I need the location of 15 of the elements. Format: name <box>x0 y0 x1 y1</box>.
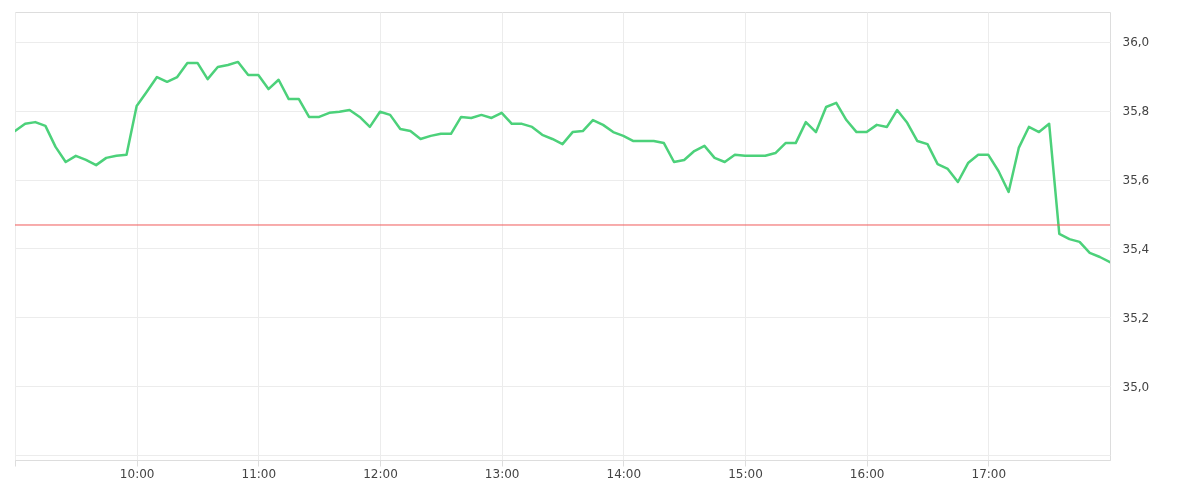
x-tick-label: 16:00 <box>849 466 885 481</box>
x-tick-label: 12:00 <box>363 466 398 481</box>
y-tick-label: 35,2 <box>1122 310 1150 325</box>
x-tick-label: 15:00 <box>728 466 763 481</box>
y-tick-label: 35,8 <box>1122 104 1150 119</box>
line-series <box>15 60 1110 264</box>
x-tick-label: 17:00 <box>971 466 1007 481</box>
x-tick-label: 10:00 <box>119 466 155 481</box>
y-tick-label: 35,4 <box>1122 241 1150 256</box>
x-tick-label: 13:00 <box>484 466 520 481</box>
x-tick-label: 11:00 <box>241 466 277 481</box>
x-tick-label: 14:00 <box>606 466 642 481</box>
y-tick-label: 35,6 <box>1122 173 1150 188</box>
y-tick-label: 36,0 <box>1122 35 1150 50</box>
y-tick-label: 35,0 <box>1122 379 1150 394</box>
